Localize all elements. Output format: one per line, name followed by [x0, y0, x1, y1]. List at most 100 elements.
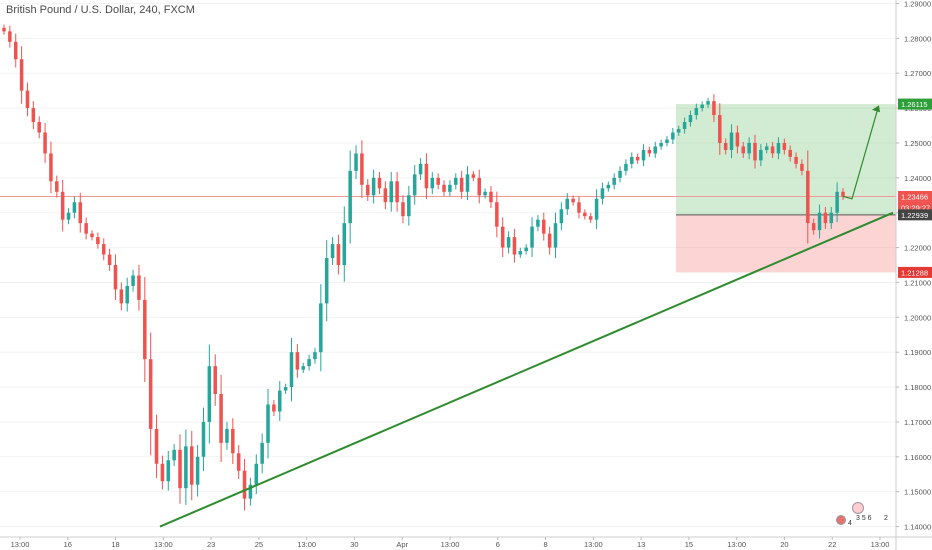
- candle-body: [254, 463, 259, 485]
- y-tick-label: 1.15000: [904, 488, 931, 497]
- candle-body: [101, 244, 106, 255]
- current-price-tag: 1.23466: [898, 190, 932, 202]
- candle-body: [676, 129, 681, 133]
- candle-body: [518, 251, 523, 255]
- candle-body: [530, 226, 534, 248]
- candle-body: [641, 149, 646, 161]
- candle-body: [542, 219, 546, 234]
- candle-body: [465, 174, 470, 192]
- x-tick-label: 13:00: [441, 540, 460, 549]
- trendline-layer: [159, 211, 894, 528]
- x-tick-label: 15: [685, 540, 693, 549]
- candle-body: [618, 170, 622, 178]
- candle-body: [260, 442, 264, 464]
- x-tick-label: 25: [255, 540, 263, 549]
- candle-body: [78, 202, 83, 224]
- candle-body: [729, 132, 734, 150]
- candle-body: [700, 104, 704, 109]
- x-tick-label: 30: [350, 540, 358, 549]
- projection-arrow: [842, 105, 880, 200]
- candle-body: [495, 202, 499, 227]
- x-tick-label: 18: [111, 540, 119, 549]
- candle-body: [407, 195, 411, 217]
- x-tick-label: 13:00: [11, 540, 30, 549]
- candle-body: [31, 108, 36, 123]
- candle-body: [747, 142, 751, 154]
- candle-body: [536, 219, 540, 227]
- x-tick-label: Apr: [396, 540, 408, 549]
- candle-body: [682, 122, 687, 130]
- y-tick-label: 1.16000: [904, 453, 931, 462]
- candle-body: [225, 428, 229, 443]
- candle-body: [84, 223, 88, 234]
- entry-price-tag-text: 1.22939: [901, 211, 928, 220]
- symbol-title: British Pound / U.S. Dollar, 240, FXCM: [6, 4, 195, 16]
- candle-body: [759, 149, 763, 161]
- candle-body: [143, 299, 147, 360]
- candle-body: [207, 366, 212, 422]
- candle-body: [817, 212, 822, 231]
- candle-body: [559, 209, 564, 224]
- candle-body: [606, 184, 611, 189]
- event-marker-top[interactable]: [852, 502, 864, 516]
- event-marker-left[interactable]: 4: [836, 515, 852, 527]
- candle-body: [272, 404, 276, 412]
- x-tick-label: 6: [496, 540, 500, 549]
- y-tick-label: 1.14000: [904, 523, 931, 532]
- candle-body: [659, 142, 663, 147]
- candle-body: [360, 153, 364, 185]
- candle-body: [811, 223, 816, 231]
- candle-body: [266, 404, 270, 443]
- stop-price-tag-bg: [898, 266, 932, 278]
- candle-body: [571, 198, 575, 203]
- candle-body: [395, 181, 399, 203]
- candle-body: [424, 163, 429, 189]
- candle-body: [471, 174, 476, 178]
- target-price-tag: 1.26115: [898, 98, 932, 110]
- candle-body: [107, 254, 112, 266]
- x-tick-label: 13:00: [154, 540, 173, 549]
- candle-body: [231, 428, 235, 454]
- candle-body: [336, 244, 341, 266]
- candle-body: [841, 191, 845, 197]
- candle-body: [694, 108, 699, 116]
- x-tick-label: 13:00: [871, 540, 890, 549]
- x-tick-label: 13:00: [727, 540, 746, 549]
- candle-body: [324, 258, 329, 304]
- candle-body: [219, 394, 223, 443]
- y-tick-label: 1.29000: [904, 0, 931, 8]
- candle-body: [823, 212, 828, 224]
- candle-body: [43, 132, 47, 154]
- candle-body: [371, 177, 376, 196]
- candle-body: [213, 366, 217, 395]
- candle-body: [242, 470, 247, 499]
- candle-body: [706, 101, 710, 105]
- flag-icon: [836, 515, 846, 525]
- candle-body: [55, 181, 59, 192]
- candle-body: [624, 163, 628, 171]
- event-marker-right[interactable]: 2: [884, 515, 888, 522]
- candle-body: [166, 460, 171, 482]
- current-price-tag-text: 1.23466: [901, 192, 928, 201]
- y-tick-label: 1.17000: [904, 418, 931, 427]
- candle-body: [125, 285, 129, 304]
- candle-body: [96, 237, 100, 245]
- candle-body: [25, 90, 30, 109]
- x-tick-label: 8: [543, 540, 547, 549]
- candle-body: [489, 191, 493, 203]
- candle-body: [172, 449, 176, 461]
- stop-price-tag-text: 1.21288: [901, 268, 928, 277]
- price-tags: 1.26115 1.23466 03:29:271.22939 1.21288: [898, 98, 932, 278]
- flag-icon: [852, 502, 864, 514]
- candle-body: [366, 184, 370, 196]
- x-tick-label: 13:00: [297, 540, 316, 549]
- candle-body: [37, 122, 41, 133]
- candle-body: [2, 27, 6, 32]
- candle-body: [764, 146, 769, 150]
- stop-price-tag: 1.21288: [898, 266, 932, 278]
- candle-body: [184, 446, 188, 489]
- candle-body: [72, 202, 77, 213]
- candle-body: [665, 139, 669, 143]
- event-marker-middle[interactable]: 3 5 6: [856, 515, 872, 522]
